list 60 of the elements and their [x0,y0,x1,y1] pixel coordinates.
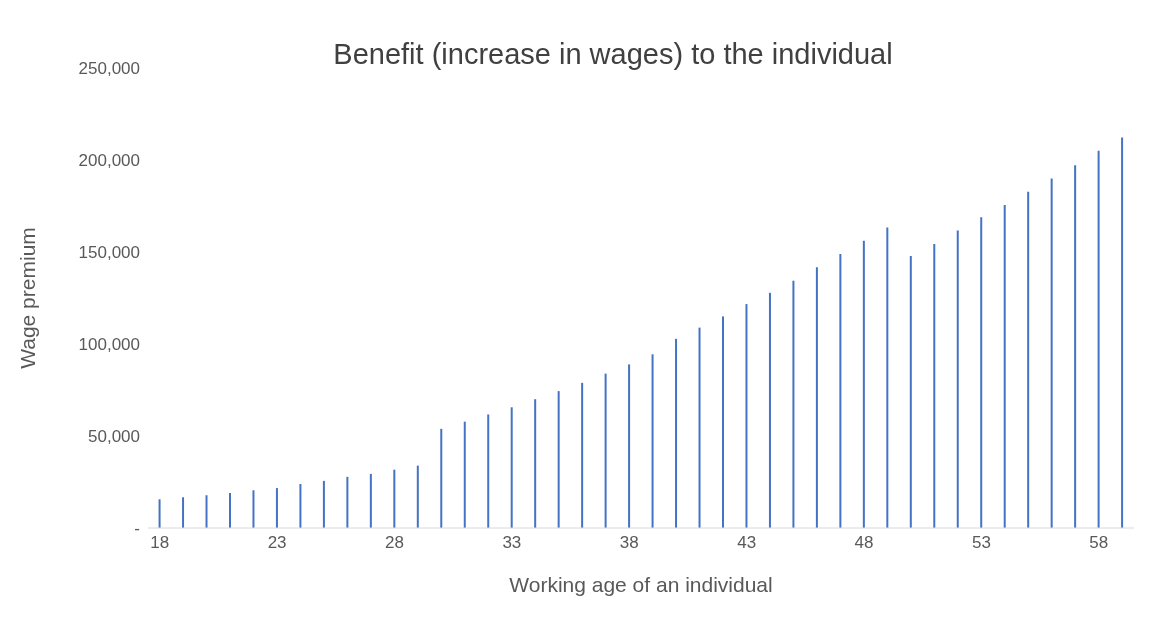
bar [275,488,278,528]
bar [322,480,325,528]
bar [1050,178,1053,528]
bar [182,497,185,528]
y-tick-label: - [134,519,140,539]
bar [721,316,724,528]
bar [369,473,372,528]
chart-title: Benefit (increase in wages) to the individual [333,38,893,70]
bar [909,256,912,528]
bar [463,421,466,528]
x-tick-label: 58 [1089,533,1109,553]
bar [487,414,490,528]
bar [299,484,302,528]
x-tick-label: 48 [854,533,874,553]
x-tick-label: 28 [385,533,404,553]
bar [252,490,255,528]
x-axis-title: Working age of an individual [509,573,773,596]
bar [440,428,443,528]
bar [228,493,231,528]
y-tick-label: 100,000 [78,335,140,355]
bar [1074,165,1077,528]
bar [346,476,349,528]
bar [534,399,537,528]
bar [581,382,584,528]
bar [510,407,513,528]
bar [557,391,560,528]
bar [886,227,889,528]
bar [815,267,818,528]
x-tick-label: 18 [150,533,170,553]
bar [604,373,607,528]
y-tick-label: 150,000 [78,243,140,263]
bar [158,499,161,528]
bar [768,292,771,528]
bar [651,354,654,528]
bar [1027,191,1030,528]
bar [698,327,701,528]
bar [792,280,795,528]
bar [205,495,208,528]
bar [980,217,983,528]
bar [1097,150,1100,528]
bar [745,304,748,528]
x-tick-label: 43 [737,533,757,553]
y-axis-title: Wage premium [16,227,40,369]
x-tick-label: 53 [971,533,991,553]
x-tick-label: 23 [267,533,287,553]
y-tick-label: 250,000 [78,59,140,79]
bar [862,240,865,528]
bar [416,465,419,528]
bar [1121,137,1124,528]
bar [628,364,631,528]
bar [1003,204,1006,528]
x-tick-label: 38 [619,533,639,553]
bar [839,254,842,528]
bar [675,338,678,528]
bar [933,243,936,528]
y-tick-label: 50,000 [88,427,140,447]
bar [393,469,396,528]
y-tick-label: 200,000 [78,151,140,171]
x-tick-label: 33 [502,533,522,553]
bar [956,230,959,528]
